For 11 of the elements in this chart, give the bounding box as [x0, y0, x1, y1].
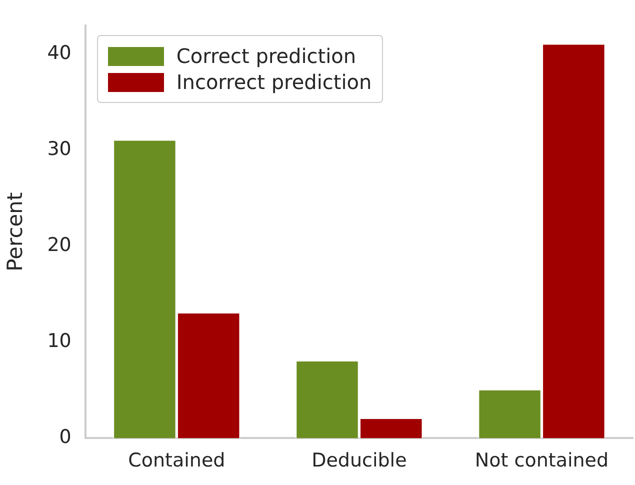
- x-tick-label: Contained: [128, 450, 226, 472]
- legend-label: Correct prediction: [176, 44, 356, 68]
- legend-label: Incorrect prediction: [176, 70, 372, 94]
- y-tick-label: 40: [47, 42, 72, 64]
- x-tick-label: Deducible: [312, 450, 407, 472]
- y-tick-label: 20: [47, 234, 72, 256]
- y-tick-label: 0: [59, 426, 72, 448]
- y-tick-label: 10: [47, 330, 72, 352]
- y-axis-title: Percent: [3, 192, 28, 272]
- y-tick-label: 30: [47, 138, 72, 160]
- x-tick-label: Not contained: [474, 450, 609, 472]
